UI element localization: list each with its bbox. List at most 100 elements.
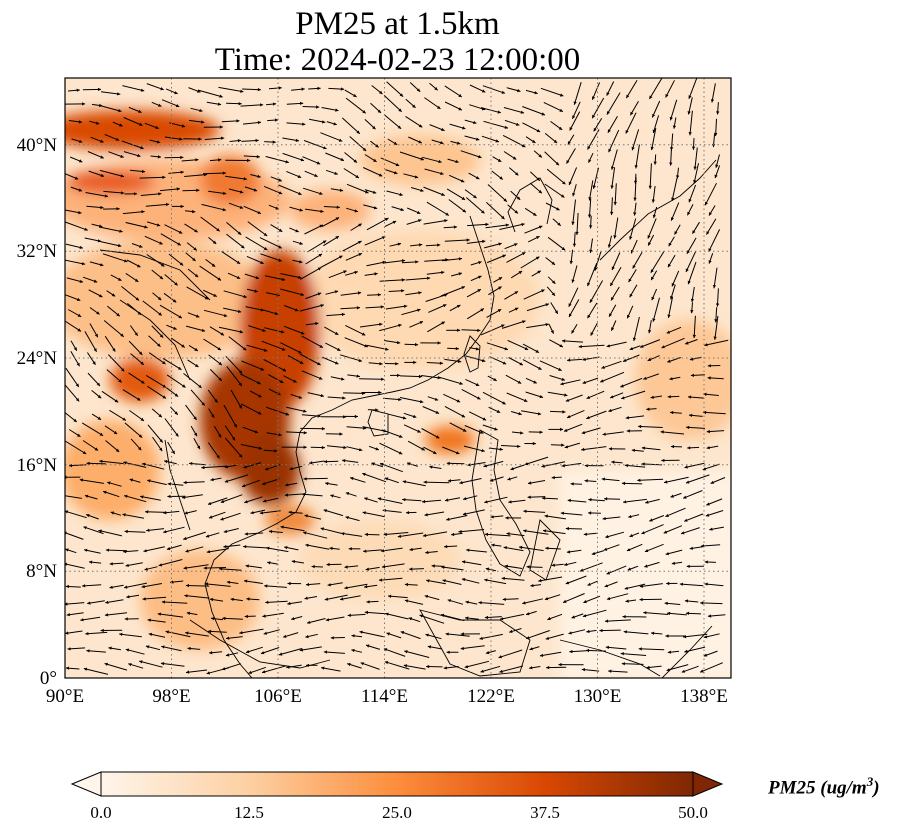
wind-arrowhead xyxy=(564,393,568,397)
wind-vector xyxy=(593,167,599,189)
wind-arrowhead xyxy=(688,395,692,399)
wind-vector xyxy=(200,216,220,232)
wind-arrowhead xyxy=(246,597,250,601)
wind-arrowhead xyxy=(542,496,546,500)
wind-arrowhead xyxy=(441,270,445,275)
wind-arrowhead xyxy=(415,260,419,264)
wind-arrowhead xyxy=(483,464,487,468)
wind-arrowhead xyxy=(204,582,209,586)
wind-arrowhead xyxy=(381,377,385,381)
wind-arrowhead xyxy=(294,308,299,312)
wind-arrowhead xyxy=(174,282,178,286)
wind-arrowhead xyxy=(533,212,537,216)
wind-arrowhead xyxy=(100,139,104,143)
wind-vector xyxy=(602,431,624,436)
wind-arrowhead xyxy=(380,462,384,467)
wind-arrowhead xyxy=(445,212,449,216)
wind-arrowhead xyxy=(244,500,248,504)
wind-vector xyxy=(688,184,697,203)
wind-arrowhead xyxy=(522,320,526,324)
wind-vector xyxy=(423,481,450,484)
wind-arrowhead xyxy=(623,358,627,362)
wind-arrowhead xyxy=(624,586,628,590)
wind-arrowhead xyxy=(158,414,162,418)
colorbar-title-sup: 3 xyxy=(866,774,874,789)
wind-vector xyxy=(649,163,652,189)
wind-vector xyxy=(379,462,403,473)
wind-arrowhead xyxy=(545,636,550,640)
wind-vector xyxy=(465,355,486,362)
wind-arrowhead xyxy=(440,141,444,145)
wind-arrowhead xyxy=(393,141,398,145)
wind-arrowhead xyxy=(706,446,710,450)
wind-arrowhead xyxy=(283,634,287,638)
wind-arrowhead xyxy=(192,209,196,214)
wind-vector xyxy=(699,662,723,673)
wind-arrowhead xyxy=(551,292,555,296)
wind-arrowhead xyxy=(629,533,633,538)
wind-vector xyxy=(202,172,227,175)
wind-arrowhead xyxy=(362,110,366,114)
wind-vector xyxy=(245,236,268,251)
wind-arrowhead xyxy=(459,381,463,385)
wind-arrowhead xyxy=(105,600,109,604)
wind-vector xyxy=(106,369,123,383)
wind-arrowhead xyxy=(443,666,447,670)
wind-vector xyxy=(160,233,182,246)
wind-arrowhead xyxy=(243,294,247,299)
wind-arrowhead xyxy=(384,661,389,665)
wind-arrowhead xyxy=(707,376,711,380)
wind-arrowhead xyxy=(544,514,548,518)
wind-arrowhead xyxy=(639,597,643,602)
wind-vector xyxy=(165,630,191,638)
wind-arrowhead xyxy=(158,312,162,316)
wind-arrowhead xyxy=(665,634,669,638)
wind-arrowhead xyxy=(671,197,675,201)
wind-arrowhead xyxy=(165,630,169,634)
wind-arrowhead xyxy=(687,111,691,115)
wind-vector xyxy=(680,527,700,535)
wind-vector xyxy=(239,628,264,634)
wind-arrowhead xyxy=(546,665,550,670)
wind-arrowhead xyxy=(653,161,657,165)
wind-vector xyxy=(265,600,288,603)
wind-arrowhead xyxy=(321,445,325,450)
wind-arrowhead xyxy=(156,140,161,144)
wind-arrowhead xyxy=(588,498,592,502)
wind-arrowhead xyxy=(355,174,359,178)
wind-arrowhead xyxy=(522,601,526,605)
wind-arrowhead xyxy=(76,88,80,92)
wind-arrowhead xyxy=(198,137,202,141)
wind-vector xyxy=(230,389,243,409)
wind-arrowhead xyxy=(666,668,670,672)
wind-vector xyxy=(280,342,302,354)
wind-arrowhead xyxy=(281,277,286,281)
wind-arrowhead xyxy=(315,321,319,326)
wind-arrowhead xyxy=(87,601,91,605)
wind-vector xyxy=(102,253,128,263)
wind-vector xyxy=(544,515,566,520)
wind-arrowhead xyxy=(608,148,612,153)
wind-vector xyxy=(400,631,421,640)
wind-arrowhead xyxy=(497,158,502,162)
wind-arrowhead xyxy=(339,188,344,192)
wind-arrowhead xyxy=(667,650,672,654)
wind-arrowhead xyxy=(357,291,362,295)
wind-arrowhead xyxy=(100,173,104,177)
wind-vector xyxy=(246,344,268,352)
wind-vector xyxy=(224,437,243,458)
wind-vector xyxy=(122,85,145,92)
wind-arrowhead xyxy=(520,110,524,114)
wind-arrowhead xyxy=(299,648,303,652)
wind-arrowhead xyxy=(299,208,303,212)
wind-arrowhead xyxy=(713,336,717,340)
wind-arrowhead xyxy=(299,360,304,364)
wind-vector xyxy=(223,290,247,298)
wind-vector xyxy=(278,648,303,656)
wind-arrowhead xyxy=(209,515,213,519)
wind-vector xyxy=(123,117,143,126)
wind-vector xyxy=(446,188,466,201)
wind-arrowhead xyxy=(563,599,567,603)
wind-arrowhead xyxy=(593,127,597,132)
wind-vector xyxy=(506,251,526,263)
